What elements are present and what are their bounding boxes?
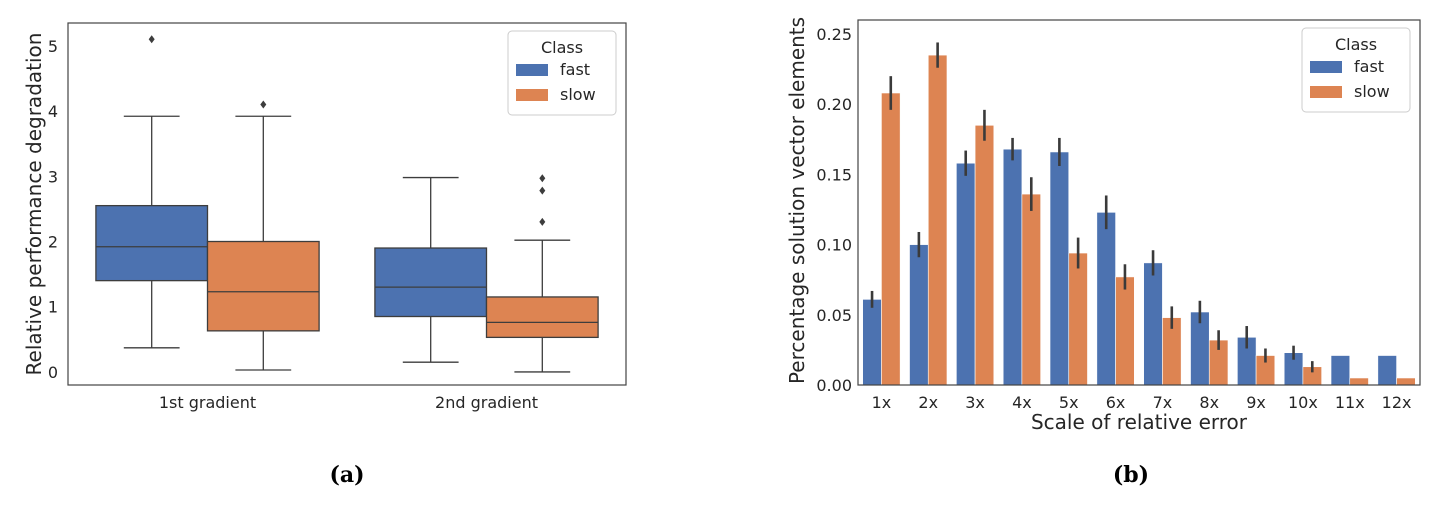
y-axis-title-b: Percentage solution vector elements [785,17,809,384]
x-tick-label-b: 11x [1335,393,1365,412]
box-fast-1 [95,204,209,282]
x-tick-label-a: 1st gradient [159,393,256,412]
y-tick-label-a: 0 [48,363,58,382]
bar-slow-1x [881,92,901,386]
x-tick-label-b: 8x [1199,393,1219,412]
legend-swatch-fast [1310,61,1342,73]
legend-swatch-fast [516,64,548,76]
y-tick-label-a: 1 [48,298,58,317]
plot-frame-a [67,22,627,386]
y-tick-label-b: 0.20 [816,95,852,114]
bar-fast-6x [1096,212,1116,386]
panel-caption-a: (a) [329,462,364,488]
bar-fast-7x [1143,262,1163,386]
bar-slow-11x [1349,377,1369,386]
bar-fast-12x [1377,355,1397,386]
box-slow-2 [485,296,599,339]
bar-fast-2x [909,244,929,386]
bar-slow-3x [974,124,995,386]
y-tick-label-b: 0.10 [816,236,852,255]
x-tick-label-b: 6x [1106,393,1126,412]
box-slow-1 [206,240,320,332]
bar-slow-4x [1021,193,1041,386]
x-tick-label-b: 9x [1246,393,1266,412]
x-tick-label-a: 2nd gradient [435,393,538,412]
bar-fast-4x [1002,148,1023,386]
bar-fast-1x [862,299,882,386]
y-tick-label-a: 2 [48,233,58,252]
y-tick-label-a: 5 [48,37,58,56]
outlier-slow-2-2 [539,186,546,195]
legend-swatch-slow [516,89,548,101]
x-tick-label-b: 4x [1012,393,1032,412]
bar-chart-panel: 0.00 0.05 0.10 0.15 0.20 0.25 1x 2x 3x 4x 5x 6x 7x 8x… [785,17,1421,488]
legend-label-slow: slow [560,85,596,104]
plot-frame-b [857,19,1421,386]
bar-slow-12x [1396,377,1416,386]
outlier-slow-2-3 [539,174,546,183]
y-tick-label-b: 0.05 [816,306,852,325]
x-tick-label-b: 1x [872,393,892,412]
x-tick-label-b: 10x [1288,393,1318,412]
y-tick-label-b: 0.15 [816,165,852,184]
y-tick-label-b: 0.00 [816,376,852,395]
legend-label-fast: fast [1354,57,1384,76]
y-tick-label-a: 3 [48,167,58,186]
bar-fast-5x [1049,151,1070,386]
bar-slow-2x [927,54,948,386]
outlier-slow-2-1 [539,217,546,226]
y-tick-label-a: 4 [48,102,58,121]
bar-slow-6x [1115,276,1135,386]
box-fast-2 [374,247,488,318]
bar-fast-3x [956,162,976,386]
legend-title: Class [541,38,583,57]
y-axis-title-a: Relative performance degradation [22,33,46,376]
outlier-slow-1-1 [260,100,267,109]
panel-caption-b: (b) [1113,462,1149,488]
legend-swatch-slow [1310,86,1342,98]
legend-label-slow: slow [1354,82,1390,101]
legend-title: Class [1335,35,1377,54]
x-axis-title-b: Scale of relative error [1031,410,1248,434]
x-tick-label-b: 5x [1059,393,1079,412]
x-tick-label-b: 12x [1382,393,1412,412]
x-tick-label-b: 3x [965,393,985,412]
x-tick-label-b: 7x [1153,393,1173,412]
bar-fast-11x [1330,355,1351,386]
x-tick-label-b: 2x [918,393,938,412]
bar-slow-5x [1068,252,1088,386]
outlier-fast-1-1 [148,35,155,44]
box-plot-panel: 0 1 2 3 4 5 1st gradient 2nd gradient Relative p… [22,22,627,488]
legend-label-fast: fast [560,60,590,79]
y-tick-label-b: 0.25 [816,25,852,44]
